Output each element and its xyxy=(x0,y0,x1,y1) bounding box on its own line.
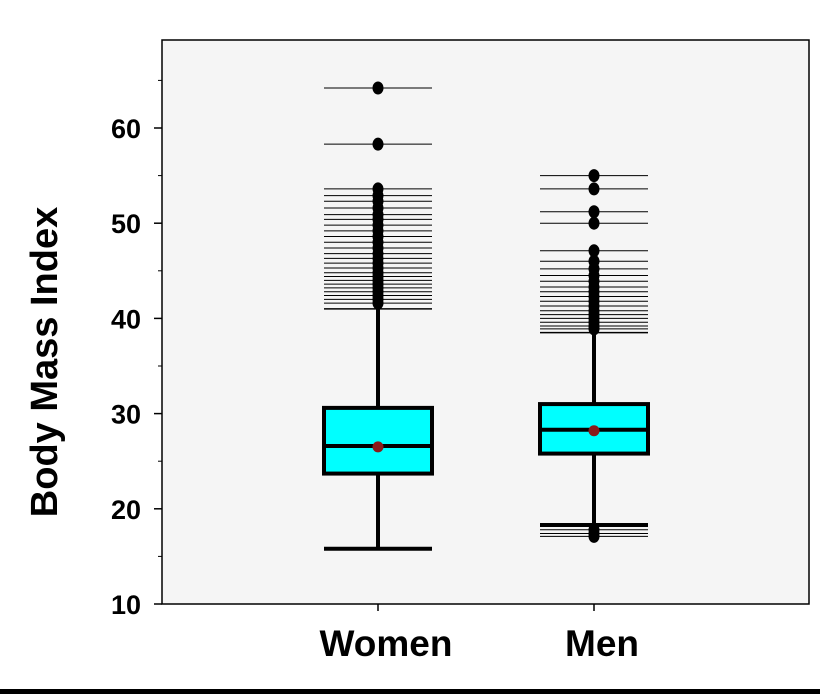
y-tick-label: 10 xyxy=(111,590,141,620)
y-axis-label: Body Mass Index xyxy=(24,207,66,517)
boxplots xyxy=(322,81,650,551)
outlier-point xyxy=(588,244,600,258)
y-tick-label: 30 xyxy=(111,400,141,430)
outlier-point xyxy=(588,322,600,336)
y-tick-label: 60 xyxy=(111,114,141,144)
x-tick-label: Men xyxy=(565,623,639,664)
y-tick-label: 50 xyxy=(111,209,141,239)
y-tick-label: 40 xyxy=(111,304,141,334)
box-iqr xyxy=(322,405,434,476)
x-axis: Women Men xyxy=(320,604,639,664)
outlier-point xyxy=(372,296,384,310)
boxplot-women xyxy=(322,81,434,551)
boxplot-men xyxy=(538,169,650,543)
y-axis: 10 20 30 40 50 60 xyxy=(111,79,162,620)
plot-area xyxy=(161,39,810,605)
y-tick-label: 20 xyxy=(111,495,141,525)
outlier-point xyxy=(588,216,600,230)
mean-marker xyxy=(372,441,384,453)
x-tick-label: Women xyxy=(320,623,453,664)
outlier-point xyxy=(372,137,384,151)
outlier-point xyxy=(588,182,600,196)
outlier-point xyxy=(588,169,600,183)
outlier-point xyxy=(588,529,600,543)
mean-marker xyxy=(588,425,600,437)
outlier-point xyxy=(588,205,600,219)
outlier-point xyxy=(372,81,384,95)
